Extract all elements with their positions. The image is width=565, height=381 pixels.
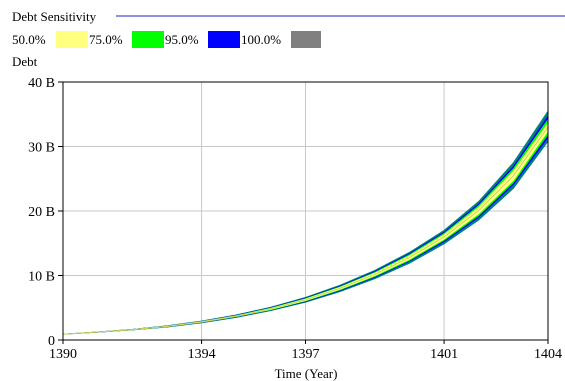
legend-label-100: 100.0% <box>241 32 281 47</box>
legend-swatch-50 <box>56 31 88 48</box>
y-tick-label: 0 <box>48 334 55 349</box>
legend-label-75: 75.0% <box>89 32 123 47</box>
y-axis-label: Debt <box>12 54 38 69</box>
y-axis-ticks: 0 10 B 20 B 30 B 40 B <box>28 76 63 349</box>
legend-label-50: 50.0% <box>12 32 46 47</box>
legend-swatch-75 <box>132 31 164 48</box>
y-tick-label: 20 B <box>28 205 55 220</box>
legend-label-95: 95.0% <box>165 32 199 47</box>
y-tick-label: 10 B <box>28 270 55 285</box>
legend-swatch-100 <box>291 31 321 48</box>
y-tick-label: 30 B <box>28 141 55 156</box>
y-tick-label: 40 B <box>28 76 55 91</box>
legend: 50.0% 75.0% 95.0% 100.0% <box>12 31 321 48</box>
legend-swatch-95 <box>208 31 240 48</box>
chart-title: Debt Sensitivity <box>12 9 97 24</box>
x-tick-label: 1390 <box>49 347 77 362</box>
x-axis-ticks: 1390 1394 1397 1401 1404 <box>49 340 562 362</box>
x-tick-label: 1394 <box>188 347 216 362</box>
x-axis-label: Time (Year) <box>275 366 338 381</box>
gridlines <box>63 82 548 340</box>
x-tick-label: 1404 <box>534 347 562 362</box>
x-tick-label: 1397 <box>292 347 320 362</box>
median-line <box>62 126 549 335</box>
x-tick-label: 1401 <box>430 347 458 362</box>
